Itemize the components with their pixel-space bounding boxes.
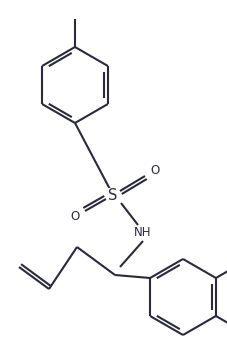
Text: O: O [70,210,80,223]
Text: NH: NH [134,227,152,239]
Text: S: S [108,187,118,203]
Text: O: O [150,163,160,176]
